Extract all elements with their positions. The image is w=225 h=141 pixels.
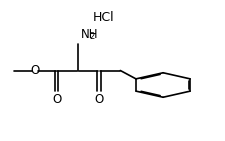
Text: NH: NH xyxy=(81,28,99,41)
Text: O: O xyxy=(52,93,61,106)
Text: 2: 2 xyxy=(90,32,95,41)
Text: O: O xyxy=(94,93,104,106)
Text: O: O xyxy=(31,64,40,77)
Text: HCl: HCl xyxy=(93,11,114,24)
